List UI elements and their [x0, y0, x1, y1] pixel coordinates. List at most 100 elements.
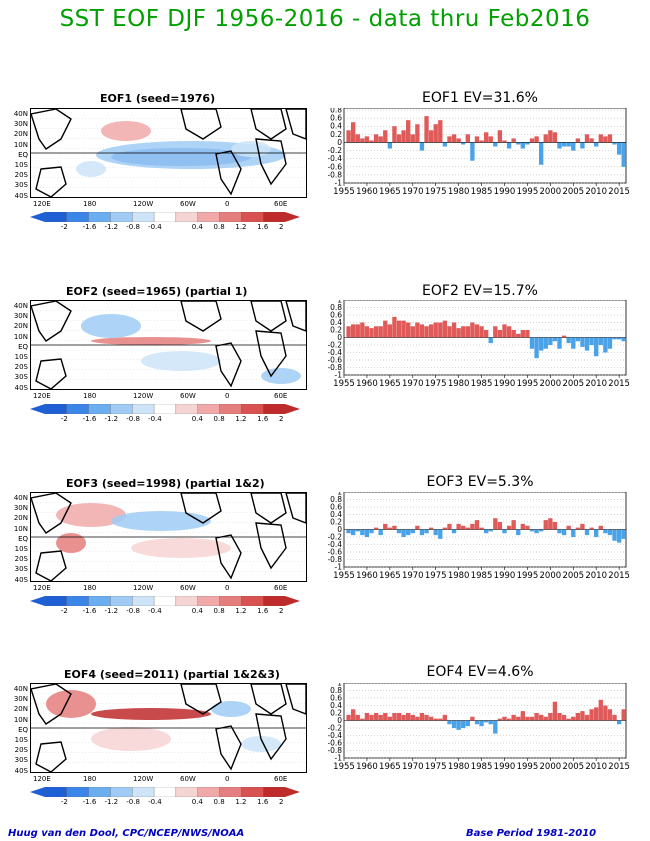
colorbar-segment	[241, 787, 264, 797]
continent-outline	[215, 150, 242, 196]
colorbar-segment	[197, 596, 220, 606]
x-tick-label: 1960	[356, 762, 378, 772]
anomaly-region	[81, 314, 141, 338]
y-tick-label: -1	[335, 179, 343, 188]
x-tick-label: 1970	[402, 762, 424, 772]
x-tick-label: 1980	[448, 379, 470, 389]
bar	[621, 529, 626, 539]
colorbar-segment	[263, 787, 286, 797]
bar	[594, 142, 599, 147]
anomaly-region	[56, 533, 86, 553]
bar	[534, 337, 539, 359]
bar	[470, 523, 475, 530]
bar	[456, 720, 461, 730]
x-tick-label: 2005	[562, 379, 584, 389]
bar	[534, 529, 539, 534]
anomaly-region	[76, 161, 106, 177]
bar	[364, 713, 370, 721]
colorbar-segment	[263, 596, 286, 606]
colorbar-label: -2	[60, 607, 68, 615]
bar	[479, 326, 484, 338]
bar	[561, 335, 567, 338]
bar	[502, 529, 507, 534]
y-tick-label: 0	[337, 525, 342, 534]
bar	[616, 529, 622, 543]
bar	[360, 529, 365, 536]
main-title: SST EOF DJF 1956-2016 - data thru Feb201…	[59, 6, 591, 32]
anomaly-region	[231, 141, 271, 157]
y-tick-label: 0.2	[330, 709, 342, 718]
bar	[488, 136, 493, 143]
bar	[502, 140, 507, 143]
lat-label: 30S	[14, 373, 28, 382]
bar	[364, 529, 370, 537]
bar	[538, 337, 544, 351]
bar	[548, 130, 553, 143]
bar	[612, 714, 617, 721]
x-tick-label: 2015	[608, 187, 630, 197]
map-title-4: EOF4 (seed=2011) (partial 1&2&3)	[64, 668, 280, 681]
colorbar-label: -0.4	[148, 415, 162, 423]
bar	[506, 326, 512, 338]
bar	[557, 337, 562, 349]
bar	[447, 523, 452, 530]
colorbar-segment	[175, 404, 198, 414]
lon-label: 120W	[133, 584, 154, 592]
bar	[387, 142, 393, 149]
bar	[589, 337, 594, 345]
anomaly-region	[91, 727, 171, 751]
bar	[378, 136, 383, 143]
continent-outline	[215, 534, 242, 580]
bar	[502, 716, 507, 721]
lon-label: 180	[83, 200, 97, 208]
bar	[594, 337, 599, 357]
bar	[548, 713, 553, 721]
bar	[488, 529, 493, 532]
bar	[479, 720, 484, 727]
lon-label: 180	[83, 775, 97, 783]
lat-label: 20N	[13, 514, 28, 523]
lat-label: 40S	[14, 766, 28, 775]
bar	[465, 134, 470, 143]
continent-outline	[285, 109, 306, 140]
bar	[552, 522, 558, 530]
continent-outline	[250, 301, 287, 332]
lon-label: 120E	[33, 392, 51, 400]
y-tick-label: -0.4	[328, 540, 342, 549]
bar	[433, 322, 438, 338]
colorbar-segment	[263, 404, 286, 414]
bar	[571, 716, 576, 721]
lon-label: 0	[225, 392, 230, 400]
bar	[456, 328, 461, 338]
bar	[378, 326, 383, 338]
anomaly-region	[91, 337, 211, 345]
colorbar-1	[30, 212, 300, 222]
lat-label: EQ	[18, 725, 28, 734]
map-panel-1	[30, 108, 307, 198]
anomaly-region	[56, 503, 126, 527]
lon-label: 60E	[274, 392, 288, 400]
colorbar-segment	[44, 596, 67, 606]
bar	[346, 714, 351, 721]
bar-chart-4: -1-0.8-0.6-0.4-0.200.20.40.60.81 1955 1960…	[328, 683, 630, 772]
colorbar-label: 0.8	[213, 223, 225, 231]
bar	[525, 142, 530, 145]
bar	[419, 142, 425, 151]
bar	[525, 716, 530, 721]
lon-label: 120W	[133, 200, 154, 208]
colorbar-label: 2	[279, 798, 284, 806]
bar	[616, 142, 622, 155]
x-tick-label: 1980	[448, 187, 470, 197]
bar	[415, 525, 420, 530]
bar	[433, 718, 438, 721]
bar	[396, 529, 402, 534]
y-tick-label: -0.6	[328, 162, 342, 171]
x-tick-label: 2010	[585, 187, 607, 197]
colorbar-segment	[263, 212, 286, 222]
bar	[424, 326, 429, 338]
x-tick-label: 1995	[517, 762, 539, 772]
lon-label: 120E	[33, 775, 51, 783]
bar	[534, 136, 539, 143]
continent-outline	[31, 301, 72, 342]
colorbar-label: 1.6	[257, 607, 269, 615]
